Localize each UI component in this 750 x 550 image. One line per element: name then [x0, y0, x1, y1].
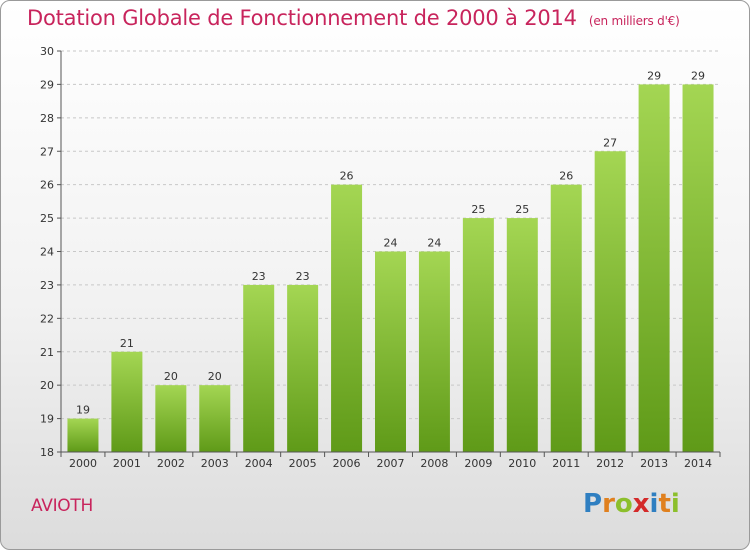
bar-2005 [287, 284, 319, 452]
y-tick-label: 19 [40, 413, 54, 426]
bar-2010 [506, 218, 538, 452]
x-tick-label: 2013 [640, 457, 668, 470]
bar-2009 [462, 218, 494, 452]
value-label: 24 [384, 237, 398, 250]
x-tick-label: 2010 [508, 457, 536, 470]
x-tick-label: 2004 [245, 457, 273, 470]
value-label: 20 [164, 370, 178, 383]
x-tick-label: 2007 [377, 457, 405, 470]
x-tick-label: 2012 [596, 457, 624, 470]
bar-2006 [331, 184, 363, 452]
value-label: 20 [208, 370, 222, 383]
x-tick-label: 2011 [552, 457, 580, 470]
title-text: Dotation Globale de Fonctionnement de 20… [27, 6, 577, 30]
bar-2011 [550, 184, 582, 452]
x-tick-label: 2003 [201, 457, 229, 470]
chart-title: Dotation Globale de Fonctionnement de 20… [27, 6, 680, 30]
x-tick-label: 2002 [157, 457, 185, 470]
logo-letter: i [670, 489, 680, 519]
bars [67, 84, 714, 453]
y-tick-label: 21 [40, 346, 54, 359]
y-tick-label: 20 [40, 379, 54, 392]
bar-2003 [199, 385, 231, 452]
y-axis-ticks: 18 19 20 21 22 23 24 25 26 27 28 29 30 [40, 45, 61, 459]
commune-name: AVIOTH [31, 496, 93, 516]
x-tick-label: 2006 [333, 457, 361, 470]
logo-letter: i [649, 489, 659, 519]
y-tick-label: 26 [40, 179, 54, 192]
bar-2012 [594, 151, 626, 452]
y-tick-label: 29 [40, 78, 54, 91]
value-label: 26 [559, 170, 573, 183]
proxiti-logo: Proxiti [583, 489, 680, 519]
bar-2014 [682, 84, 714, 453]
value-label: 25 [471, 203, 485, 216]
y-tick-label: 23 [40, 279, 54, 292]
value-labels: 19 21 20 20 23 23 26 24 24 25 25 26 27 29 29 [76, 69, 705, 416]
logo-letter: P [583, 489, 603, 519]
value-label: 23 [252, 270, 266, 283]
y-tick-label: 28 [40, 112, 54, 125]
value-label: 19 [76, 404, 90, 417]
bar-2001 [111, 351, 143, 452]
y-tick-label: 24 [40, 246, 54, 259]
unit-label: (en milliers d'€) [588, 14, 680, 28]
bar-2007 [375, 251, 406, 452]
bar-2013 [638, 84, 670, 453]
value-label: 26 [340, 170, 354, 183]
logo-letter: x [632, 489, 650, 519]
axes [60, 51, 720, 453]
value-label: 24 [427, 237, 441, 250]
x-tick-label: 2014 [684, 457, 712, 470]
x-tick-label: 2000 [69, 457, 97, 470]
value-label: 29 [647, 69, 661, 82]
bar-2004 [243, 284, 275, 452]
value-label: 21 [120, 337, 134, 350]
value-label: 27 [603, 136, 617, 149]
logo-letter: r [602, 489, 615, 519]
logo-letter: o [614, 489, 633, 519]
y-tick-label: 25 [40, 212, 54, 225]
y-tick-label: 30 [40, 45, 54, 58]
x-tick-label: 2008 [420, 457, 448, 470]
bar-2008 [418, 251, 450, 452]
value-label: 23 [296, 270, 310, 283]
bar-2002 [155, 385, 187, 452]
x-axis-ticks: 2000 2001 2002 2003 2004 2005 2006 2007 2008 2009… [60, 452, 721, 470]
value-label: 25 [515, 203, 529, 216]
x-tick-label: 2009 [464, 457, 492, 470]
y-tick-label: 18 [40, 446, 54, 459]
logo-letter: t [658, 489, 671, 519]
y-tick-label: 27 [40, 145, 54, 158]
x-tick-label: 2001 [113, 457, 141, 470]
value-label: 29 [691, 69, 705, 82]
x-tick-label: 2005 [289, 457, 317, 470]
bar-2000 [67, 418, 99, 452]
y-tick-label: 22 [40, 312, 54, 325]
